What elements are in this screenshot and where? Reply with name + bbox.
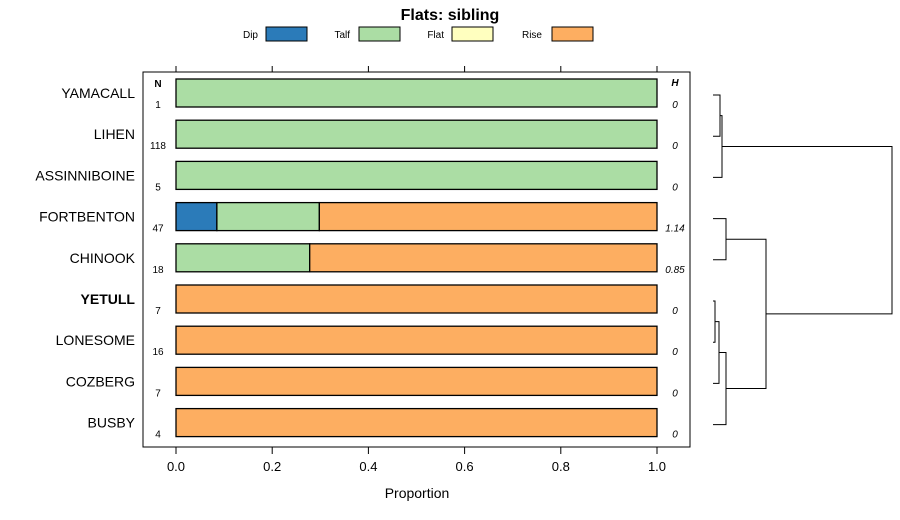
bar-rows: YAMACALL 1 0 LIHEN 118 0 ASSINNIBOINE 5 0 FORTBEN… [35, 78, 685, 441]
x-tick-label: 1.0 [648, 459, 666, 474]
x-tick-label: 0.6 [456, 459, 474, 474]
h-value: 0 [672, 430, 678, 441]
n-value: 16 [152, 347, 164, 358]
n-value: 5 [155, 182, 161, 193]
category-label: LONESOME [56, 332, 135, 348]
bar-segment-rise [309, 243, 658, 273]
chart-title: Flats: sibling [401, 7, 500, 24]
bar-segment-talf [216, 201, 320, 232]
bar-segment-talf [175, 160, 658, 191]
h-value: 0.85 [665, 265, 685, 276]
bar-segment-rise [175, 325, 658, 355]
bar-segment-rise [318, 201, 658, 232]
dendrogram-branch [722, 146, 893, 315]
h-value: 0 [672, 100, 678, 111]
n-value: 7 [155, 306, 161, 317]
bar-row: LIHEN 118 0 [94, 119, 678, 152]
legend-swatch [265, 26, 308, 42]
category-label: ASSINNIBOINE [35, 167, 135, 183]
legend-swatch [551, 26, 594, 42]
x-tick-label: 0.8 [552, 459, 570, 474]
legend-swatch [451, 26, 494, 42]
bar-row: BUSBY 4 0 [88, 407, 678, 441]
category-label: YAMACALL [61, 85, 135, 101]
dendrogram-branch [713, 115, 723, 178]
plot-frame [142, 71, 691, 448]
bar-row: CHINOOK 18 0.85 [70, 243, 685, 276]
x-axis-label: Proportion [385, 485, 450, 501]
legend-swatch [358, 26, 401, 42]
bar-segment-talf [175, 119, 658, 149]
dendrogram-branch [713, 94, 721, 137]
category-label: YETULL [81, 291, 136, 307]
dendrogram-branch [713, 218, 727, 261]
h-header: H [671, 78, 679, 89]
bar-segment-talf [175, 78, 658, 108]
h-value: 0 [672, 182, 678, 193]
bar-row: YAMACALL 1 0 [61, 78, 678, 111]
category-label: BUSBY [88, 415, 136, 431]
n-value: 47 [152, 224, 164, 235]
x-tick-label: 0.4 [359, 459, 377, 474]
n-header: N [154, 79, 161, 90]
bar-row: YETULL 7 0 [81, 284, 678, 317]
category-label: CHINOOK [70, 250, 136, 266]
x-tick-label: 0.2 [263, 459, 281, 474]
dendrogram [713, 94, 893, 426]
category-label: LIHEN [94, 126, 135, 142]
bar-row: FORTBENTON 47 1.14 [39, 201, 685, 235]
bar-row: LONESOME 16 0 [56, 325, 678, 358]
h-value: 0 [672, 388, 678, 399]
bar-segment-rise [175, 366, 658, 397]
legend-label: Flat [427, 30, 444, 41]
h-value: 1.14 [665, 224, 685, 235]
bar-segment-rise [175, 284, 658, 314]
bar-row: ASSINNIBOINE 5 0 [35, 160, 678, 193]
legend-label: Rise [522, 30, 542, 41]
x-axis: 0.0 0.2 0.4 0.6 0.8 1.0 [167, 66, 666, 474]
dendrogram-branch [726, 238, 767, 390]
n-value: 4 [155, 430, 161, 441]
legend-label: Talf [334, 30, 350, 41]
legend-label: Dip [243, 30, 258, 41]
n-value: 1 [155, 100, 161, 111]
h-value: 0 [672, 347, 678, 358]
bar-row: COZBERG 7 0 [66, 366, 678, 399]
n-value: 18 [152, 265, 164, 276]
n-value: 118 [150, 141, 166, 152]
dendrogram-branch [713, 300, 716, 343]
category-label: FORTBENTON [39, 209, 135, 225]
bar-segment-dip [175, 201, 218, 232]
category-label: COZBERG [66, 373, 135, 389]
h-value: 0 [672, 306, 678, 317]
dendrogram-branch [713, 321, 720, 384]
bar-segment-talf [175, 243, 311, 273]
legend: Dip Talf Flat Rise [243, 26, 594, 42]
n-value: 7 [155, 388, 161, 399]
h-value: 0 [672, 141, 678, 152]
bar-segment-rise [175, 407, 658, 438]
x-tick-label: 0.0 [167, 459, 185, 474]
